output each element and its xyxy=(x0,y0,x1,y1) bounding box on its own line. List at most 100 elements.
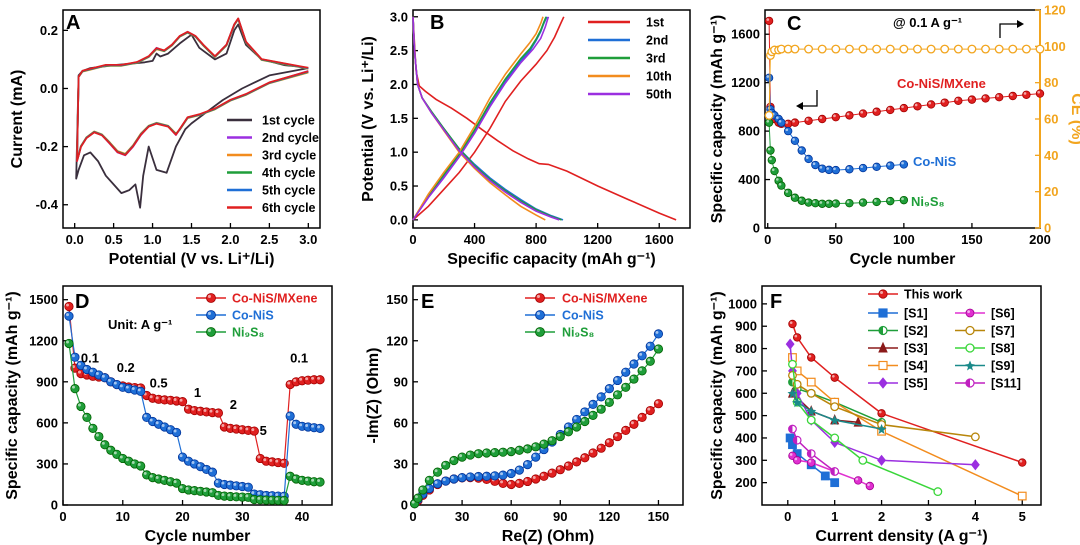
point-co-nis xyxy=(783,126,793,136)
point-ni-s-shine xyxy=(77,403,81,407)
panel-f: 0 1 2 3 4 5 200 300 400 500 600 700 800 900 1000 F Curre… xyxy=(709,285,1042,545)
point-ni-s-shine xyxy=(647,358,651,362)
x-tick-label: 200 xyxy=(1029,232,1051,247)
point-co-nis-shine xyxy=(185,458,189,462)
point-co-nis-shine xyxy=(622,369,626,373)
point-co-nis xyxy=(653,329,664,339)
point-ni-s xyxy=(473,449,484,459)
point-ni-s-shine xyxy=(557,433,561,437)
point-co-nis-mxene-shine xyxy=(532,476,536,479)
point-ni-s-shine xyxy=(524,445,528,449)
point-co-nis-mxene xyxy=(1008,91,1017,101)
point-ni-s-shine xyxy=(257,496,261,500)
point-ce xyxy=(885,44,895,54)
point-co-nis-shine xyxy=(257,491,261,495)
point-co-nis xyxy=(637,351,647,361)
x-axis-label: Cycle number xyxy=(850,251,956,268)
point-ni-s-shine xyxy=(598,406,602,410)
series-label-ni9s8: Ni₉S₈ xyxy=(911,194,945,209)
point-ni-s-shine xyxy=(767,147,771,151)
y-tick-label: 2.5 xyxy=(390,43,408,58)
legend-marker-this-work-shine xyxy=(880,291,884,294)
legend-marker-s6 xyxy=(965,308,975,318)
legend: Co-NiS/MXene Co-NiS Ni₉S₈ xyxy=(525,292,647,340)
point-co-nis xyxy=(243,482,253,492)
y-tick-label: 400 xyxy=(738,172,760,187)
point-ce xyxy=(804,44,814,54)
y-tick-label: 600 xyxy=(735,386,757,401)
point-ni-s-shine xyxy=(113,451,117,455)
point-co-nis xyxy=(645,341,655,351)
legend-label-s2: [S2] xyxy=(904,324,928,338)
y-tick-label: 3.0 xyxy=(390,9,408,24)
point-ni-s xyxy=(783,188,793,198)
point-co-nis xyxy=(432,479,443,489)
point-co-nis-mxene-shine xyxy=(257,455,261,459)
point-co-nis-shine xyxy=(846,166,850,170)
point-co-nis-shine xyxy=(590,401,594,405)
point-ni-s-shine xyxy=(434,469,438,473)
legend-marker-co-nis-mxene-shine xyxy=(207,294,211,298)
point-s6 xyxy=(853,476,863,485)
point-co-nis-mxene-shine xyxy=(233,426,237,430)
point-co-nis xyxy=(498,470,508,480)
point-co-nis-mxene xyxy=(783,119,793,129)
point-ni-s xyxy=(424,475,434,485)
point-co-nis-shine xyxy=(500,472,503,476)
legend-label-1st-cycle: 1st cycle xyxy=(262,114,315,128)
point-co-nis-mxene xyxy=(612,431,623,442)
legend-label-s6: [S6] xyxy=(991,307,1015,321)
point-co-nis-shine xyxy=(209,469,213,473)
legend-label-co-nis: Co-NiS xyxy=(232,309,274,323)
point-ni-s-shine xyxy=(251,496,255,500)
point-ni-s-shine xyxy=(173,480,177,484)
series-label-co-nis-mxene: Co-NiS/MXene xyxy=(897,76,986,91)
point-ce xyxy=(872,44,882,54)
point-ni-s xyxy=(514,445,524,455)
point-ni-s-shine xyxy=(785,190,789,193)
point-co-nis-shine xyxy=(131,387,135,391)
point-ni-s xyxy=(64,338,74,349)
point-co-nis xyxy=(315,423,325,433)
point-co-nis-shine xyxy=(614,377,618,381)
point-co-nis-mxene-shine xyxy=(942,99,945,103)
point-ce xyxy=(926,44,936,54)
point-co-nis-mxene xyxy=(522,476,533,487)
point-co-nis-mxene xyxy=(790,118,800,127)
unit-label: Unit: A g⁻¹ xyxy=(108,317,172,332)
point-co-nis-mxene-shine xyxy=(1023,92,1027,95)
charge-line-3rd xyxy=(412,16,547,221)
legend-marker-ni-s-shine xyxy=(536,328,540,332)
x-tick-label: 2.0 xyxy=(221,232,239,247)
point-ni-s-shine xyxy=(775,178,779,181)
x-tick-label: 90 xyxy=(553,509,567,524)
arrow-left-axis xyxy=(801,90,818,107)
point-co-nis-mxene-shine xyxy=(873,109,877,112)
point-ni-s-shine xyxy=(819,201,823,204)
legend-marker-s1 xyxy=(878,308,888,318)
y-tick-label: 2.0 xyxy=(390,77,408,92)
x-tick-label: 3.0 xyxy=(299,232,317,247)
point-co-nis-shine xyxy=(269,492,273,496)
x-tick-label: 2.5 xyxy=(260,232,278,247)
point-co-nis-shine xyxy=(598,393,602,397)
series-line-s11 xyxy=(791,428,836,473)
legend-marker-co-nis-shine xyxy=(207,311,211,315)
discharge-line-1st xyxy=(412,16,677,221)
point-co-nis-mxene xyxy=(981,94,990,103)
point-this-work-shine xyxy=(794,334,798,338)
point-ni-s-shine xyxy=(131,460,135,464)
point-ce xyxy=(1035,44,1045,54)
point-co-nis-mxene-shine xyxy=(215,410,219,414)
point-co-nis-shine xyxy=(83,366,87,370)
legend-label-ni-s: Ni₉S₈ xyxy=(562,326,594,340)
point-this-work xyxy=(788,319,797,329)
point-co-nis-mxene xyxy=(580,453,590,463)
point-co-nis-mxene xyxy=(845,111,854,120)
panel-label: E xyxy=(421,291,434,313)
point-co-nis-shine xyxy=(167,426,171,430)
point-s11-fill xyxy=(830,467,835,476)
point-co-nis-mxene-shine xyxy=(598,445,602,449)
point-co-nis-mxene-shine xyxy=(239,426,243,430)
